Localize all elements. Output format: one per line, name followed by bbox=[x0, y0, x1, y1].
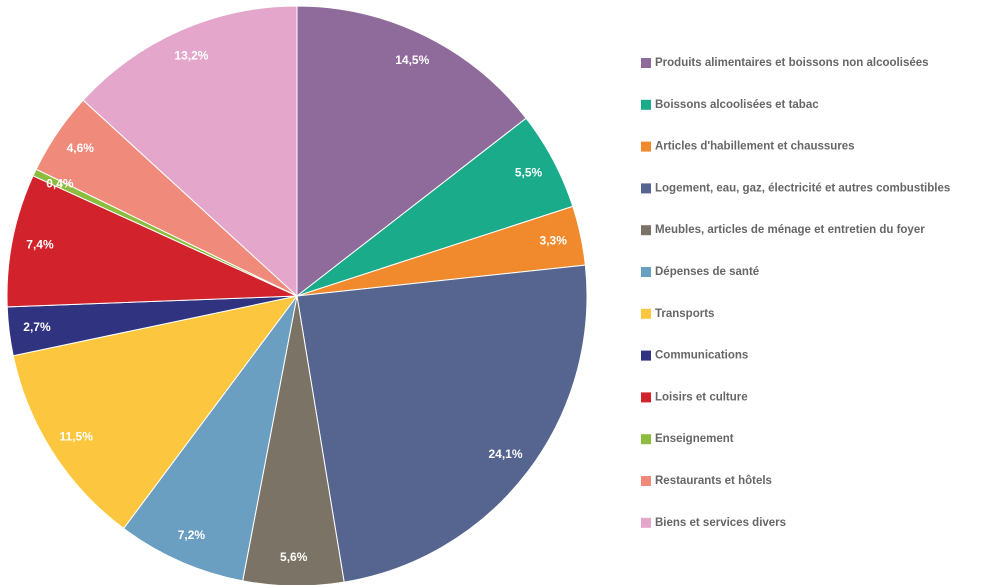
pie-slice bbox=[122, 295, 298, 582]
legend-swatch bbox=[641, 308, 651, 319]
legend-label: Restaurants et hôtels bbox=[655, 475, 772, 487]
value-label: 5,6% bbox=[280, 550, 308, 564]
legend-label: Communications bbox=[655, 350, 748, 362]
value-label: 0,4% bbox=[46, 177, 74, 191]
legend-swatch bbox=[641, 267, 651, 277]
pie-slice bbox=[82, 5, 298, 298]
value-label: 5,5% bbox=[515, 166, 543, 180]
legend-swatch bbox=[641, 517, 651, 528]
value-label: 14,5% bbox=[395, 53, 429, 67]
value-label: 4,6% bbox=[67, 141, 95, 155]
legend-label: Enseignement bbox=[655, 433, 734, 445]
value-label: 7,2% bbox=[178, 528, 206, 542]
legend-label: Biens et services divers bbox=[655, 517, 786, 529]
legend-label: Transports bbox=[655, 308, 714, 320]
legend-label: Dépenses de santé bbox=[655, 266, 759, 278]
pie-slice bbox=[6, 175, 298, 308]
legend-swatch bbox=[641, 350, 651, 361]
value-label: 11,5% bbox=[60, 429, 94, 443]
legend-swatch bbox=[641, 141, 651, 152]
legend-label: Articles d'habillement et chaussures bbox=[655, 141, 855, 153]
legend-label: Boissons alcoolisées et tabac bbox=[655, 99, 819, 111]
legend-swatch bbox=[641, 99, 651, 110]
legend-swatch bbox=[641, 225, 651, 236]
legend-swatch bbox=[641, 476, 651, 486]
legend-swatch bbox=[641, 434, 651, 445]
legend-label: Meubles, articles de ménage et entretien… bbox=[655, 224, 925, 236]
legend-label: Produits alimentaires et boissons non al… bbox=[655, 57, 929, 69]
value-label: 24,1% bbox=[489, 447, 523, 461]
value-label: 7,4% bbox=[26, 237, 54, 251]
legend-swatch bbox=[641, 392, 651, 403]
value-label: 3,3% bbox=[540, 233, 568, 247]
legend-label: Loisirs et culture bbox=[655, 391, 748, 403]
pie-slice bbox=[12, 295, 299, 530]
legend-swatch bbox=[641, 183, 651, 194]
value-label: 2,7% bbox=[23, 320, 51, 334]
value-label: 13,2% bbox=[174, 48, 208, 62]
pie-slice bbox=[296, 5, 527, 298]
legend-swatch bbox=[641, 58, 651, 68]
pie-slice bbox=[296, 264, 588, 583]
legend-label: Logement, eau, gaz, électricité et autre… bbox=[655, 182, 950, 194]
